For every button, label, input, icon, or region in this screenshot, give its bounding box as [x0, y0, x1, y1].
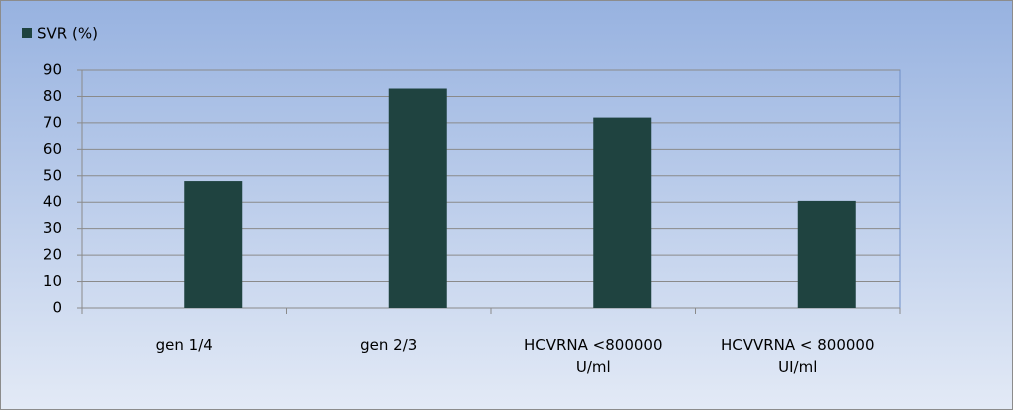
- y-tick-label: 70: [43, 113, 62, 131]
- x-tick-label: gen 2/3: [360, 336, 418, 354]
- y-tick-label: 20: [43, 246, 62, 264]
- bar: [593, 117, 652, 308]
- bar: [388, 88, 447, 308]
- y-tick-label: 10: [43, 272, 62, 290]
- legend-swatch: [22, 28, 32, 38]
- bar: [797, 200, 856, 308]
- y-tick-label: 50: [43, 166, 62, 184]
- y-tick-label: 90: [43, 61, 62, 79]
- y-tick-label: 0: [52, 299, 62, 317]
- y-tick-label: 30: [43, 219, 62, 237]
- y-tick-label: 40: [43, 193, 62, 211]
- x-tick-label: gen 1/4: [155, 336, 213, 354]
- legend-label: SVR (%): [37, 25, 98, 43]
- x-tick-label: HCVVRNA < 800000 UI/ml: [720, 336, 875, 376]
- x-tick-label: HCVRNA <800000 U/ml: [523, 336, 663, 376]
- bar: [184, 181, 243, 308]
- y-tick-label: 60: [43, 140, 62, 158]
- y-tick-label: 80: [43, 87, 62, 105]
